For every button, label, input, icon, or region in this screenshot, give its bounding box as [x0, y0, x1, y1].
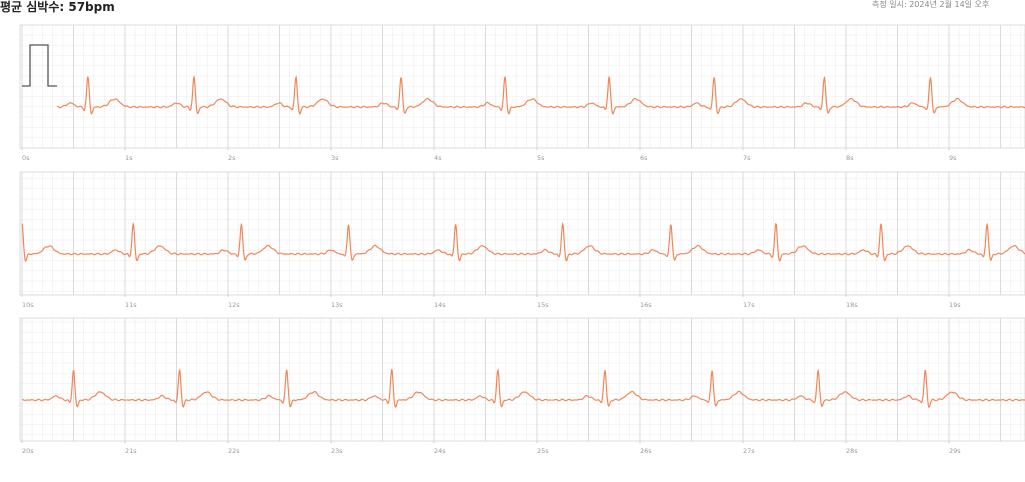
time-label: 17s: [743, 301, 755, 309]
time-label: 24s: [434, 447, 446, 455]
time-label: 8s: [846, 154, 854, 162]
ecg-beat: [401, 224, 510, 262]
grid-background: [19, 317, 1025, 442]
ecg-beat: [769, 76, 878, 114]
time-label: 9s: [949, 154, 957, 162]
ecg-beat: [877, 76, 1025, 114]
time-label: 14s: [434, 301, 446, 309]
ecg-beat: [557, 75, 662, 115]
time-label: 4s: [434, 154, 442, 162]
ecg-beat: [56, 76, 141, 115]
ecg-beat: [452, 76, 558, 115]
calibration-pulse: [22, 44, 57, 87]
ecg-beat: [245, 75, 349, 115]
time-label: 6s: [640, 154, 648, 162]
heart-rate: 평균 심박수: 57bpm: [0, 0, 115, 14]
ecg-beat: [764, 368, 872, 408]
ecg-beat: [871, 369, 1025, 409]
ecg-beat: [187, 222, 295, 261]
time-label: 3s: [331, 154, 339, 162]
grid-background: [19, 171, 1025, 296]
time-label: 0s: [22, 154, 30, 162]
ecg-beat: [509, 221, 618, 262]
ecg-beat: [444, 368, 552, 408]
ecg-beat: [21, 223, 78, 263]
time-label: 25s: [537, 447, 549, 455]
time-label: 12s: [228, 301, 240, 309]
ecg-beat: [77, 221, 188, 262]
ecg-beat: [140, 75, 245, 115]
ecg-beat: [551, 370, 659, 407]
time-label: 19s: [949, 301, 961, 309]
time-label: 23s: [331, 447, 343, 455]
time-label: 16s: [640, 301, 652, 309]
ecg-beat: [294, 224, 403, 261]
time-label: 29s: [949, 447, 961, 455]
time-label: 11s: [125, 301, 137, 309]
time-label: 7s: [743, 154, 751, 162]
ecg-beat: [126, 368, 233, 408]
time-label: 18s: [846, 301, 858, 309]
measured-at: 측정 일시: 2024년 2월 14일 오후: [872, 0, 989, 9]
time-label: 21s: [125, 447, 137, 455]
ecg-beat: [339, 369, 445, 408]
ecg-beat: [658, 370, 766, 407]
time-label: 13s: [331, 301, 343, 309]
time-label: 10s: [22, 301, 34, 309]
time-label: 20s: [22, 447, 34, 455]
time-label: 22s: [228, 447, 240, 455]
time-label: 28s: [846, 447, 858, 455]
ecg-beat: [933, 222, 1025, 261]
ecg-beat: [232, 369, 339, 408]
ecg-beat: [22, 370, 127, 408]
ecg-beat: [348, 77, 453, 114]
time-label: 2s: [228, 154, 236, 162]
time-label: 1s: [125, 154, 133, 162]
ecg-beat: [616, 224, 724, 261]
time-label: 15s: [537, 301, 549, 309]
ecg-beat: [661, 77, 770, 115]
time-label: 5s: [537, 154, 545, 162]
time-label: 27s: [743, 447, 755, 455]
ecg-beat: [828, 223, 934, 262]
time-label: 26s: [640, 447, 652, 455]
ecg-beat: [723, 222, 829, 262]
grid-background: [19, 24, 1025, 149]
